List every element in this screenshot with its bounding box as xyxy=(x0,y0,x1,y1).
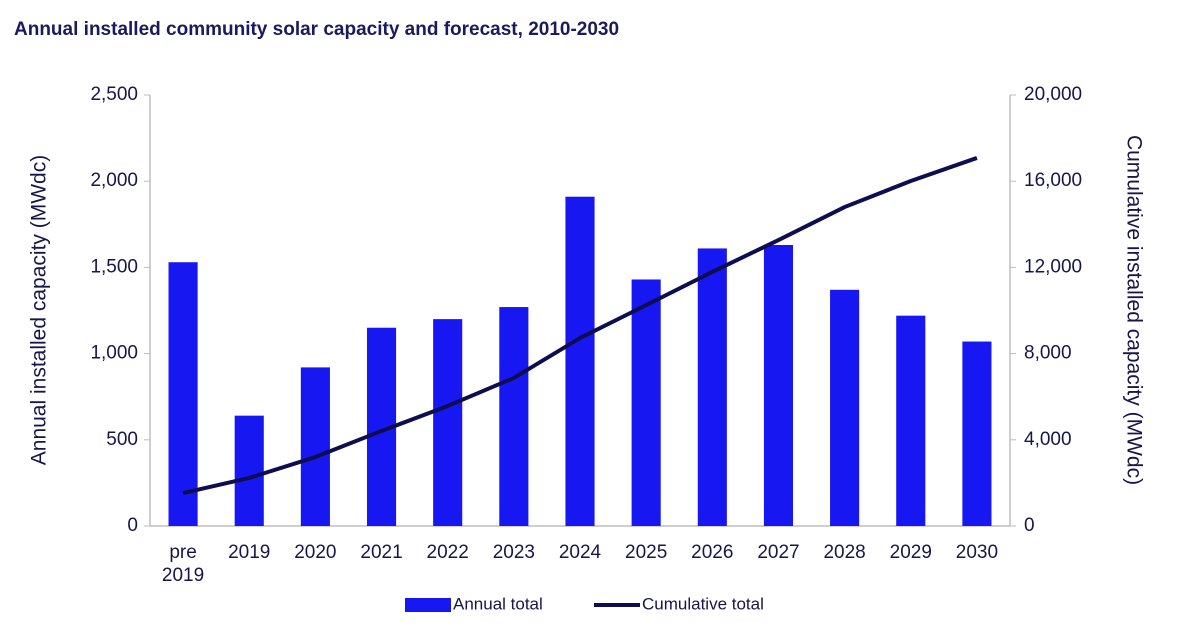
y-tick-label: 1,000 xyxy=(90,343,138,364)
x-tick-label: 2028 xyxy=(823,542,866,563)
y-tick-label: 500 xyxy=(106,429,138,450)
legend-label: Annual total xyxy=(453,594,543,613)
bar xyxy=(234,415,264,526)
y2-tick-label: 8,000 xyxy=(1024,343,1072,364)
bar xyxy=(896,315,926,526)
bar xyxy=(433,319,463,526)
bar xyxy=(565,196,595,526)
y-tick-label: 2,500 xyxy=(90,84,138,105)
x-tick-label: 2026 xyxy=(691,542,734,563)
legend-label: Cumulative total xyxy=(642,594,764,613)
y-tick-label: 0 xyxy=(127,515,138,536)
chart-title: Annual installed community solar capacit… xyxy=(14,19,619,40)
x-tick-label: 2025 xyxy=(625,542,668,563)
x-tick-label: 2022 xyxy=(426,542,469,563)
y2-tick-label: 12,000 xyxy=(1024,256,1082,277)
x-tick-label: 2023 xyxy=(492,542,535,563)
y-axis-title: Annual installed capacity (MWdc) xyxy=(28,155,51,465)
x-tick-label: 2020 xyxy=(294,542,337,563)
bar xyxy=(763,244,794,526)
y2-tick-label: 16,000 xyxy=(1024,170,1082,191)
y2-tick-label: 0 xyxy=(1024,515,1035,536)
x-tick-label: 2029 xyxy=(889,542,932,563)
bar xyxy=(300,367,330,526)
bar xyxy=(962,341,992,526)
x-tick-label: 2019 xyxy=(228,542,271,563)
y2-axis-title: Cumulative installed capacity (MWdc) xyxy=(1122,135,1145,485)
x-tick-label: pre 2019 xyxy=(161,542,205,586)
line xyxy=(182,156,978,495)
bar xyxy=(697,248,727,526)
bar xyxy=(830,289,860,526)
y2-tick-label: 4,000 xyxy=(1024,429,1072,450)
y-tick-label: 2,000 xyxy=(90,170,138,191)
x-tick-label: 2027 xyxy=(757,542,800,563)
x-tick-label: 2030 xyxy=(955,542,999,563)
legend-swatch xyxy=(405,598,451,612)
y2-tick-label: 20,000 xyxy=(1024,84,1082,105)
bar xyxy=(168,262,198,526)
y-tick-label: 1,500 xyxy=(90,256,138,277)
x-tick-label: 2024 xyxy=(558,542,602,563)
bar xyxy=(499,307,529,526)
x-tick-label: 2021 xyxy=(360,542,403,563)
bar xyxy=(631,279,661,526)
